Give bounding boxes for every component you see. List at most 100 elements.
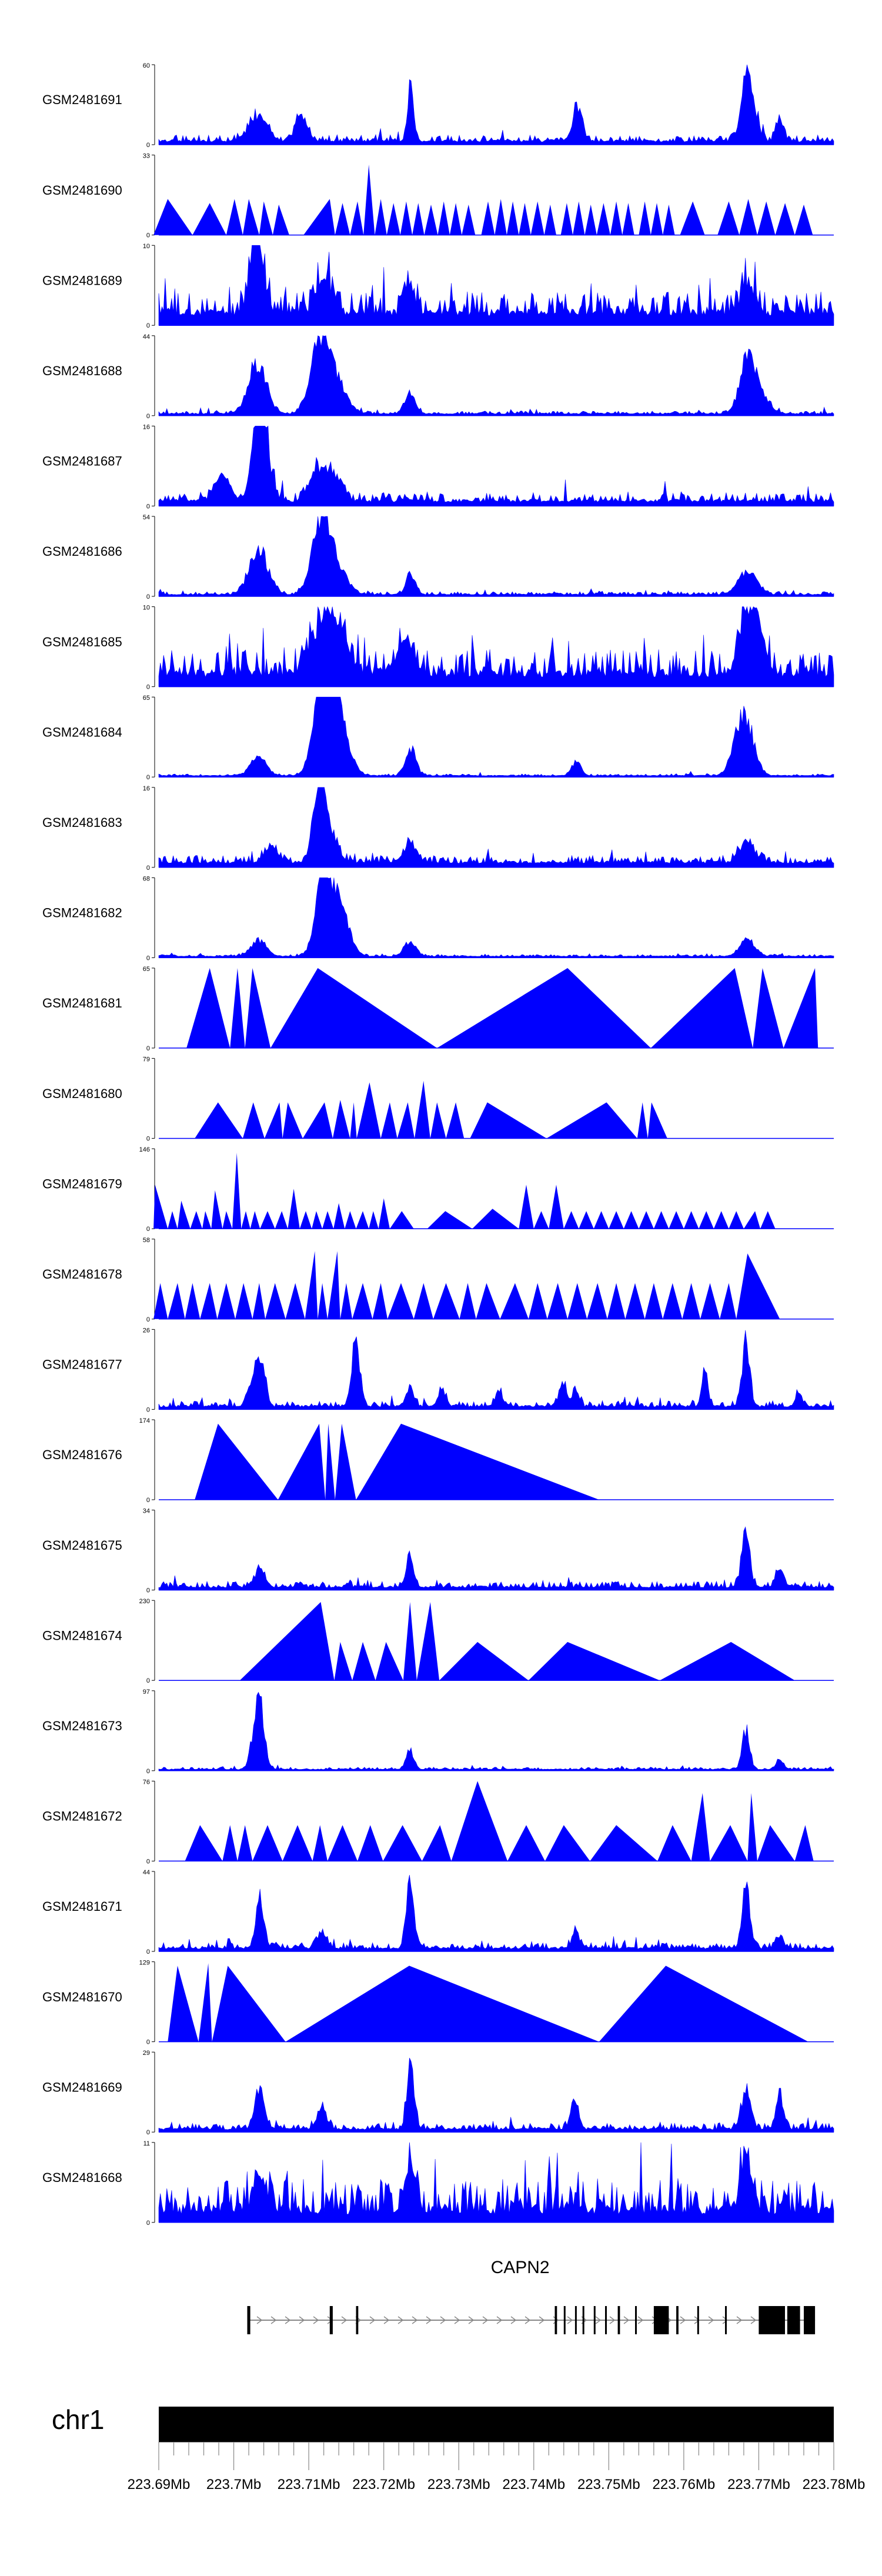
signal-mark	[387, 1283, 414, 1319]
signal-mark	[363, 164, 375, 235]
signal-area	[158, 335, 834, 416]
signal-mark	[680, 201, 705, 235]
signal-mark	[275, 1211, 288, 1229]
signal-mark	[760, 1211, 776, 1229]
track-label: GSM2481670	[42, 1990, 122, 2004]
y-tick-label-zero: 0	[146, 1316, 150, 1323]
y-tick-label-max: 146	[139, 1146, 150, 1153]
x-tick-label: 223.72Mb	[352, 2477, 415, 2492]
y-tick-label-zero: 0	[146, 684, 150, 691]
strand-arrow	[468, 2316, 475, 2324]
signal-mark	[753, 968, 784, 1048]
strand-arrow	[736, 2316, 743, 2324]
signal-mark	[657, 1825, 691, 1861]
signal-mark	[239, 1601, 335, 1681]
strand-arrow	[397, 2316, 404, 2324]
signal-mark	[358, 1825, 383, 1861]
signal-mark	[644, 1283, 663, 1319]
signal-mark	[299, 1211, 312, 1229]
signal-mark	[237, 1825, 253, 1861]
signal-mark	[459, 1283, 476, 1319]
signal-mark	[285, 1966, 599, 2042]
signal-mark	[549, 1184, 564, 1229]
signal-mark	[241, 1211, 250, 1229]
signal-mark	[547, 1283, 568, 1319]
track-GSM2481689: GSM2481689 10 0	[42, 243, 834, 329]
exon	[759, 2306, 785, 2334]
track-label: GSM2481678	[42, 1267, 122, 1282]
signal-mark	[211, 1190, 223, 1229]
track-GSM2481686: GSM2481686 54 0	[42, 514, 834, 600]
y-tick-label-max: 76	[143, 1778, 150, 1786]
y-tick-label-zero: 0	[146, 413, 150, 420]
signal-mark	[375, 1641, 403, 1681]
signal-mark	[356, 1082, 381, 1139]
signal-mark	[476, 1283, 500, 1319]
signal-mark	[332, 1100, 350, 1139]
signal-mark	[264, 1102, 283, 1139]
signal-mark	[794, 1825, 814, 1861]
signal-mark	[660, 1641, 795, 1681]
signal-mark	[530, 201, 544, 235]
signal-area	[158, 877, 834, 958]
y-tick-label-max: 33	[143, 153, 150, 160]
x-tick-label: 223.73Mb	[427, 2477, 490, 2492]
signal-mark	[544, 204, 556, 235]
signal-mark	[302, 1102, 333, 1139]
signal-mark	[700, 1283, 720, 1319]
strand-arrow	[539, 2316, 545, 2324]
signal-mark	[335, 203, 350, 235]
signal-mark	[217, 1283, 236, 1319]
signal-mark	[226, 199, 243, 235]
exon	[653, 2306, 669, 2334]
track-GSM2481668: GSM2481668 11 0	[42, 2140, 834, 2227]
exon	[247, 2306, 250, 2334]
y-tick-label-zero: 0	[146, 865, 150, 872]
strand-arrow	[313, 2316, 319, 2324]
signal-mark	[222, 1825, 238, 1861]
signal-mark	[333, 1203, 345, 1229]
signal-mark	[506, 201, 519, 235]
signal-area	[158, 64, 834, 145]
x-tick-label: 223.76Mb	[653, 2477, 716, 2492]
y-tick-label-max: 34	[143, 1508, 150, 1515]
signal-mark	[472, 1209, 519, 1229]
y-tick-label-zero: 0	[146, 2220, 150, 2227]
signal-mark	[270, 968, 437, 1048]
signal-mark	[288, 1189, 300, 1229]
signal-mark	[623, 1211, 639, 1229]
signal-area	[158, 425, 834, 506]
track-label: GSM2481671	[42, 1899, 122, 1914]
signal-mark	[168, 1211, 178, 1229]
y-tick-label-zero: 0	[146, 1677, 150, 1684]
track-GSM2481684: GSM2481684 65 0	[42, 695, 834, 781]
signal-mark	[593, 1211, 609, 1229]
signal-mark	[312, 1211, 323, 1229]
signal-mark	[437, 968, 651, 1048]
track-GSM2481683: GSM2481683 16 0	[42, 785, 834, 872]
signal-mark	[507, 1825, 545, 1861]
signal-mark	[400, 201, 413, 235]
signal-mark	[682, 1283, 700, 1319]
signal-mark	[563, 1211, 579, 1229]
chromosome-ideogram: chr1 223.69Mb 223.7Mb 223.71Mb 223.72Mb 223.7…	[52, 2404, 865, 2492]
signal-mark	[669, 1211, 684, 1229]
strand-arrow	[694, 2316, 700, 2324]
signal-mark	[322, 1211, 334, 1229]
y-tick-label-max: 129	[139, 1960, 150, 1967]
track-label: GSM2481687	[42, 454, 122, 469]
signal-mark	[185, 1825, 223, 1861]
y-tick-label-max: 44	[143, 333, 150, 341]
strand-arrow	[708, 2316, 714, 2324]
signal-mark	[546, 1102, 637, 1139]
strand-arrow	[496, 2316, 503, 2324]
track-GSM2481688: GSM2481688 44 0	[42, 333, 834, 420]
track-label: GSM2481673	[42, 1719, 122, 1733]
track-label: GSM2481683	[42, 815, 122, 830]
y-tick-label-zero: 0	[146, 503, 150, 510]
track-GSM2481675: GSM2481675 34 0	[42, 1508, 834, 1594]
signal-mark	[245, 968, 271, 1048]
signal-area	[158, 245, 834, 326]
track-GSM2481691: GSM2481691 60 0	[42, 62, 834, 149]
